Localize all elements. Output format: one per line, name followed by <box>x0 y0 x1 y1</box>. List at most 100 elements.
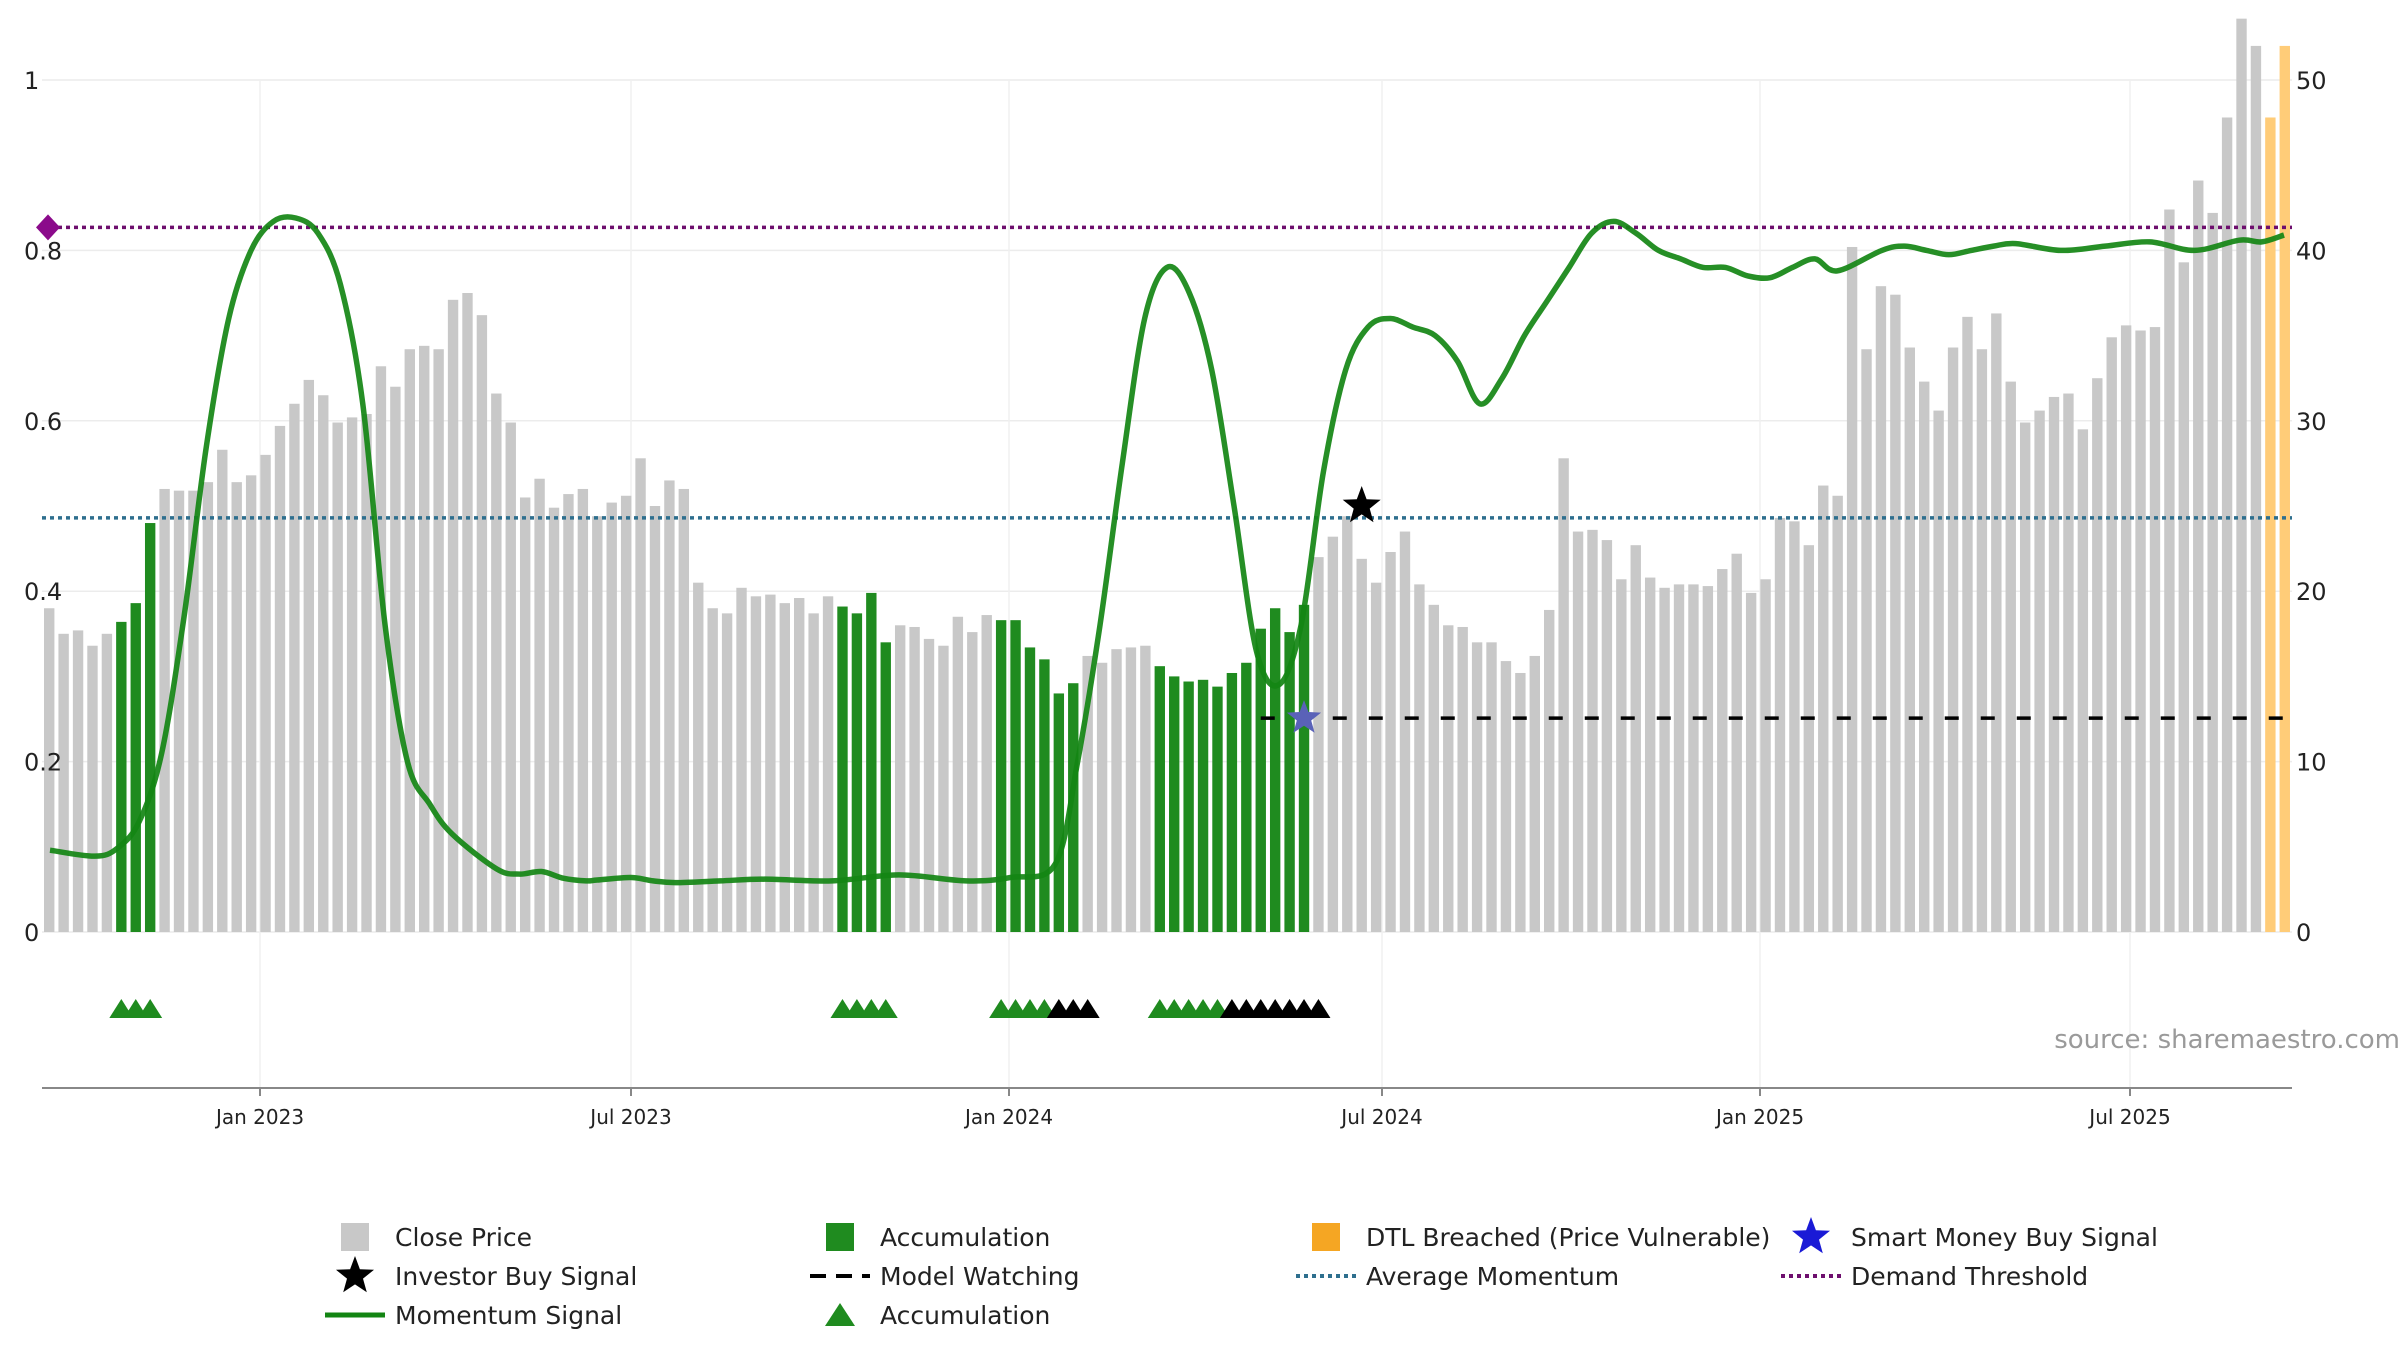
bar-90 <box>1342 516 1353 932</box>
y-left-tick-label: 0.4 <box>24 578 62 606</box>
y-right-tick-label: 40 <box>2296 237 2327 265</box>
bar-16 <box>274 425 286 932</box>
bar-32 <box>505 422 516 932</box>
bar-142 <box>2092 378 2103 932</box>
bar-86 <box>1284 632 1295 932</box>
bar-135 <box>1991 313 2002 932</box>
legend-item: Average Momentum <box>1296 1262 1619 1291</box>
accumulation-marker-88 <box>1306 999 1331 1018</box>
bar-87 <box>1298 604 1310 932</box>
bar-59 <box>894 625 906 932</box>
y-right-tick-label: 10 <box>2296 749 2327 777</box>
bar-126 <box>1861 349 1872 932</box>
bar-82 <box>1226 672 1238 932</box>
bar-21 <box>346 417 358 933</box>
legend-swatch <box>1312 1223 1340 1251</box>
bar-127 <box>1875 286 1887 933</box>
bar-140 <box>2063 393 2074 932</box>
bar-55 <box>837 606 848 932</box>
y-left-tick-label: 1 <box>24 67 39 95</box>
bar-8 <box>159 488 170 932</box>
bar-22 <box>361 413 372 932</box>
bar-155 <box>2279 45 2290 933</box>
bar-69 <box>1039 659 1050 932</box>
y-left-tick-label: 0 <box>24 919 39 947</box>
bar-94 <box>1399 531 1411 932</box>
bar-89 <box>1327 536 1339 932</box>
bar-25 <box>404 349 415 932</box>
bar-63 <box>952 616 964 932</box>
bar-19 <box>318 395 329 932</box>
bar-139 <box>2048 396 2060 933</box>
bar-79 <box>1183 681 1194 932</box>
bar-98 <box>1457 626 1468 932</box>
bar-145 <box>2135 330 2146 932</box>
bar-130 <box>1919 381 1930 932</box>
bar-150 <box>2207 212 2218 933</box>
bar-54 <box>822 596 834 932</box>
investor-buy-signal-star <box>1342 486 1381 523</box>
bar-117 <box>1731 553 1742 932</box>
bar-37 <box>577 488 589 932</box>
bar-95 <box>1414 584 1425 932</box>
legend-item: Investor Buy Signal <box>336 1256 637 1293</box>
legend-swatch <box>1792 1217 1830 1254</box>
accumulation-marker-58 <box>873 999 898 1018</box>
bar-71 <box>1068 683 1079 932</box>
buy-signal-layer <box>1286 486 1381 733</box>
bar-107 <box>1587 529 1598 932</box>
bar-23 <box>375 366 387 933</box>
bar-39 <box>606 502 617 932</box>
bar-114 <box>1688 584 1699 932</box>
momentum-signal-layer <box>49 214 2285 886</box>
y-right-tick-label: 0 <box>2296 919 2311 947</box>
bar-43 <box>664 480 675 932</box>
bar-41 <box>635 458 646 932</box>
bar-67 <box>1010 620 1021 932</box>
bar-106 <box>1572 531 1584 932</box>
bar-147 <box>2164 209 2175 932</box>
bar-58 <box>880 642 891 932</box>
bar-1 <box>58 633 69 932</box>
bar-105 <box>1558 458 1569 932</box>
bar-112 <box>1659 587 1670 932</box>
legend-label: Demand Threshold <box>1851 1262 2088 1291</box>
bar-108 <box>1601 540 1613 932</box>
momentum-signal-line <box>49 214 2285 886</box>
bar-70 <box>1053 693 1065 932</box>
bar-122 <box>1803 545 1815 932</box>
grid-layer <box>42 79 2292 1088</box>
bar-129 <box>1904 347 1915 932</box>
bar-118 <box>1745 592 1757 932</box>
bar-15 <box>260 454 271 932</box>
x-tick-label: Jul 2025 <box>2087 1105 2170 1129</box>
bar-56 <box>851 613 863 932</box>
x-tick-label: Jul 2024 <box>1339 1105 1422 1129</box>
x-tick-label: Jan 2024 <box>963 1105 1053 1129</box>
bar-151 <box>2221 117 2233 933</box>
source-label: source: sharemaestro.com <box>2054 1025 2400 1055</box>
bar-101 <box>1500 661 1512 932</box>
legend-swatch <box>825 1303 855 1326</box>
bar-34 <box>534 478 545 932</box>
x-tick-label: Jan 2023 <box>214 1105 304 1129</box>
bar-113 <box>1673 584 1685 932</box>
legend-label: Accumulation <box>880 1301 1050 1330</box>
legend-item: Accumulation <box>826 1223 1050 1252</box>
bar-85 <box>1269 608 1281 932</box>
bar-100 <box>1486 642 1497 932</box>
bar-123 <box>1818 485 1829 932</box>
legend-label: Smart Money Buy Signal <box>1851 1223 2158 1252</box>
bar-50 <box>765 594 776 932</box>
bar-17 <box>289 403 300 932</box>
legend-item: Momentum Signal <box>325 1301 622 1330</box>
bar-14 <box>245 475 257 932</box>
y-left-tick-label: 0.2 <box>24 749 62 777</box>
legend-label: Model Watching <box>880 1262 1080 1291</box>
bar-12 <box>217 449 228 932</box>
bar-143 <box>2106 337 2117 933</box>
bar-29 <box>462 293 473 932</box>
bar-91 <box>1356 558 1367 932</box>
